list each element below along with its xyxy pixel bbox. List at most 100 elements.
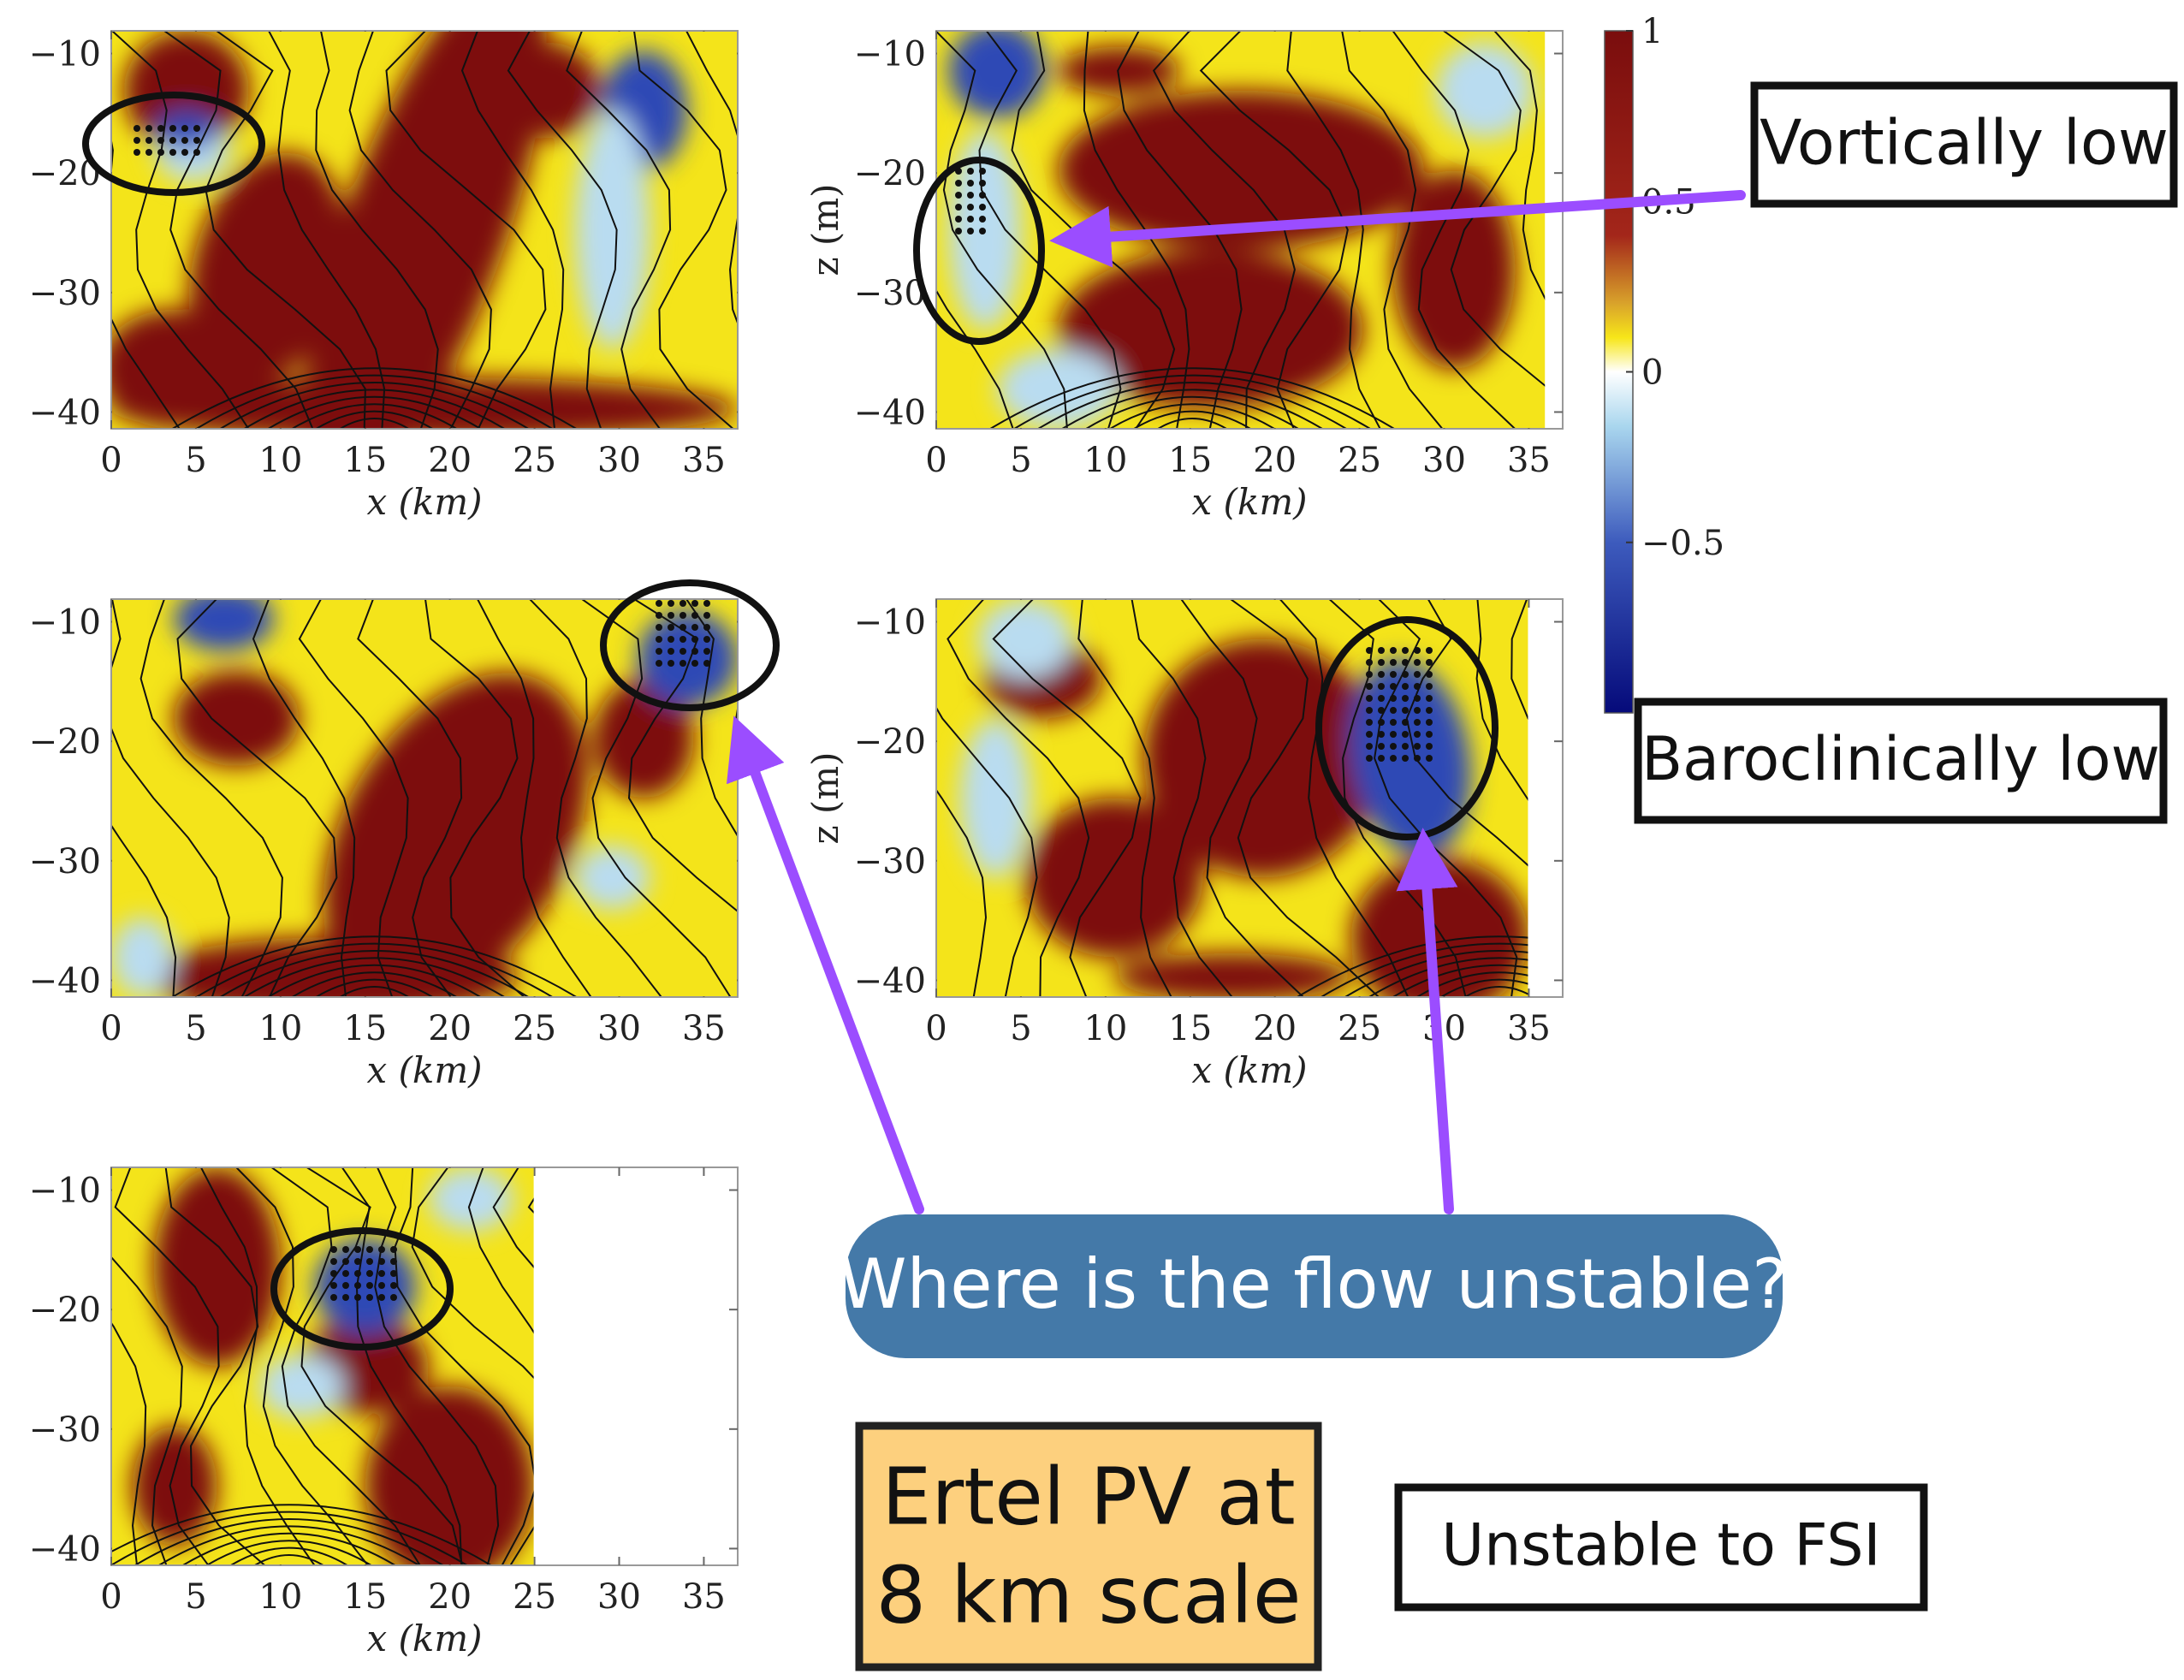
dot (1414, 659, 1421, 666)
x-tick-label: 15 (343, 1577, 387, 1617)
x-tick-label: 10 (1083, 1009, 1127, 1048)
contour (937, 32, 1068, 428)
x-tick-label: 25 (513, 441, 556, 480)
dot (680, 600, 686, 607)
y-tick-label: −10 (854, 603, 926, 643)
y-tick-label: −40 (854, 393, 926, 432)
colorbar-tick-label: −0.5 (1641, 524, 1724, 563)
dot (1414, 671, 1421, 678)
field-patch (1058, 249, 1363, 409)
dot (680, 648, 686, 655)
y-axis-label: z (m) (804, 183, 846, 276)
contour (1199, 32, 1349, 428)
contour (134, 1518, 444, 1564)
x-tick-label: 35 (682, 1009, 726, 1048)
y-tick-label: −40 (29, 393, 101, 432)
field-patch (499, 42, 600, 139)
heatmap (112, 600, 737, 996)
dot (1414, 707, 1421, 714)
callout (846, 1214, 1783, 1358)
dot (979, 180, 986, 187)
dot (134, 125, 140, 132)
contours (937, 32, 1546, 428)
y-tick-label: −40 (29, 961, 101, 1000)
x-tick-label: 0 (100, 441, 122, 480)
contour (112, 1322, 147, 1564)
contour (633, 32, 733, 428)
dot (1378, 659, 1385, 666)
dot (1414, 719, 1421, 726)
contour (477, 600, 592, 996)
panel: 0 5 10 15 20 25 30 35 −10 −20 −30 −40 x (km) z (m) (804, 30, 1564, 523)
contour (220, 382, 529, 428)
dot (691, 612, 698, 619)
contour (112, 1511, 468, 1564)
field-patch (637, 610, 737, 707)
dot (1402, 671, 1409, 678)
x-tick-label: 35 (682, 1577, 726, 1617)
dot (1378, 755, 1385, 762)
x-tick-label: 0 (100, 1577, 122, 1617)
dot (691, 648, 698, 655)
dot (691, 660, 698, 667)
dot (193, 149, 200, 156)
dot (703, 648, 710, 655)
x-tick-label: 15 (1168, 441, 1212, 480)
contour (292, 971, 457, 996)
field-patch (959, 718, 1031, 878)
field-patch (1393, 169, 1516, 370)
y-tick-label: −30 (854, 842, 926, 882)
contour (1109, 403, 1275, 428)
contour (1085, 395, 1299, 428)
dot (1426, 683, 1433, 690)
x-tick-label: 25 (513, 1577, 556, 1617)
contour (1037, 382, 1347, 428)
dot (955, 204, 962, 211)
x-tick-label: 35 (1507, 441, 1551, 480)
contour (1405, 600, 1528, 867)
dot (390, 1282, 397, 1289)
contour (1392, 32, 1516, 428)
dot (656, 660, 662, 667)
dot (1402, 719, 1409, 726)
contour (992, 600, 1142, 996)
x-axis-label: x (km) (366, 1049, 482, 1091)
x-tick-label: 0 (925, 1009, 947, 1048)
dot (354, 1246, 361, 1253)
x-tick-label: 35 (1507, 1009, 1551, 1048)
x-tick-label: 20 (428, 1009, 472, 1048)
panel: 0 5 10 15 20 25 30 35−10−20−30−40x (km) (29, 30, 739, 523)
field-patch (948, 32, 1047, 119)
dot (1366, 719, 1373, 726)
contour (220, 950, 529, 996)
x-tick-label: 5 (185, 1577, 206, 1617)
dot (354, 1270, 361, 1277)
contour (244, 957, 505, 996)
contour (1230, 600, 1380, 996)
contour (316, 978, 433, 996)
y-tick-label: −10 (29, 35, 101, 74)
dot (967, 216, 974, 223)
x-tick-label: 35 (682, 441, 726, 480)
dot (378, 1282, 385, 1289)
dot (680, 636, 686, 643)
field-patch (174, 600, 275, 651)
contour (182, 1532, 396, 1564)
x-tick-label: 25 (513, 1009, 556, 1048)
dot (1414, 743, 1421, 750)
dot (979, 168, 986, 175)
dot (668, 648, 674, 655)
contour (205, 32, 366, 428)
y-tick-label: −30 (29, 842, 101, 882)
dot (1426, 695, 1433, 702)
y-tick-label: −40 (854, 961, 926, 1000)
dot (342, 1282, 349, 1289)
dot (342, 1246, 349, 1253)
dot (656, 612, 662, 619)
dot (1390, 707, 1397, 714)
dot (967, 168, 974, 175)
contour (172, 935, 577, 996)
field-patch (977, 600, 1073, 679)
x-axis-label: x (km) (366, 1618, 482, 1659)
contour (1510, 600, 1528, 720)
